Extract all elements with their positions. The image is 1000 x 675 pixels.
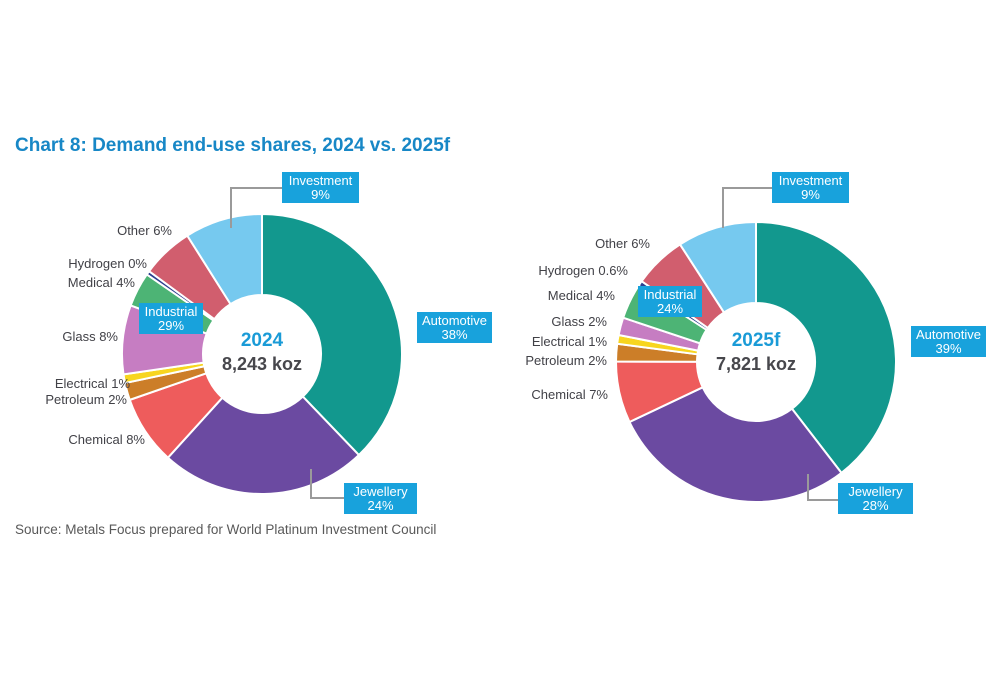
- label-electrical-2024: Electrical 1%: [54, 376, 130, 391]
- label-investment-2025f: Investment 9%: [772, 172, 849, 203]
- center-year-2025f: 2025f: [731, 330, 781, 351]
- label-chemical-2025f: Chemical 7%: [531, 387, 608, 402]
- slice-2024-investment: [186, 213, 263, 306]
- slice-2024-automotive: [261, 213, 403, 457]
- donut-center-2024: 2024 8,243 koz: [182, 330, 342, 375]
- center-total-2024: 8,243 koz: [221, 354, 303, 374]
- center-total-2025f: 7,821 koz: [715, 354, 797, 374]
- label-automotive-2024: Automotive 38%: [417, 312, 492, 343]
- label-petroleum-2024: Petroleum 2%: [45, 392, 127, 407]
- leader-line-investment-2025f: [722, 187, 772, 228]
- label-chemical-2024: Chemical 8%: [68, 432, 145, 447]
- label-investment-2024: Investment 9%: [282, 172, 359, 203]
- label-electrical-2025f: Electrical 1%: [531, 334, 607, 349]
- center-year-2024: 2024: [240, 330, 284, 351]
- leader-line-investment-2024: [230, 187, 282, 228]
- source-note: Source: Metals Focus prepared for World …: [15, 522, 437, 537]
- slice-2025f-jewellery: [628, 386, 843, 503]
- leader-line-jewellery-2024: [310, 469, 344, 499]
- label-other-2024: Other 6%: [117, 223, 172, 238]
- label-jewellery-2024: Jewellery 24%: [344, 483, 417, 514]
- page-title: Chart 8: Demand end-use shares, 2024 vs.…: [15, 135, 451, 156]
- donut-center-2025f: 2025f 7,821 koz: [676, 330, 836, 375]
- label-petroleum-2025f: Petroleum 2%: [525, 353, 607, 368]
- label-medical-2024: Medical 4%: [67, 275, 135, 290]
- label-industrial-group-2024: Industrial 29%: [139, 303, 203, 334]
- label-medical-2025f: Medical 4%: [547, 288, 615, 303]
- label-glass-2024: Glass 8%: [62, 329, 118, 344]
- label-hydrogen-2025f: Hydrogen 0.6%: [538, 263, 628, 278]
- label-industrial-group-2025f: Industrial 24%: [638, 286, 702, 317]
- label-glass-2025f: Glass 2%: [551, 314, 607, 329]
- label-automotive-2025f: Automotive 39%: [911, 326, 986, 357]
- label-jewellery-2025f: Jewellery 28%: [838, 483, 913, 514]
- label-other-2025f: Other 6%: [595, 236, 650, 251]
- leader-line-jewellery-2025f: [807, 474, 838, 501]
- label-hydrogen-2024: Hydrogen 0%: [68, 256, 147, 271]
- slice-2025f-automotive: [755, 221, 897, 474]
- slice-2025f-investment: [679, 221, 757, 314]
